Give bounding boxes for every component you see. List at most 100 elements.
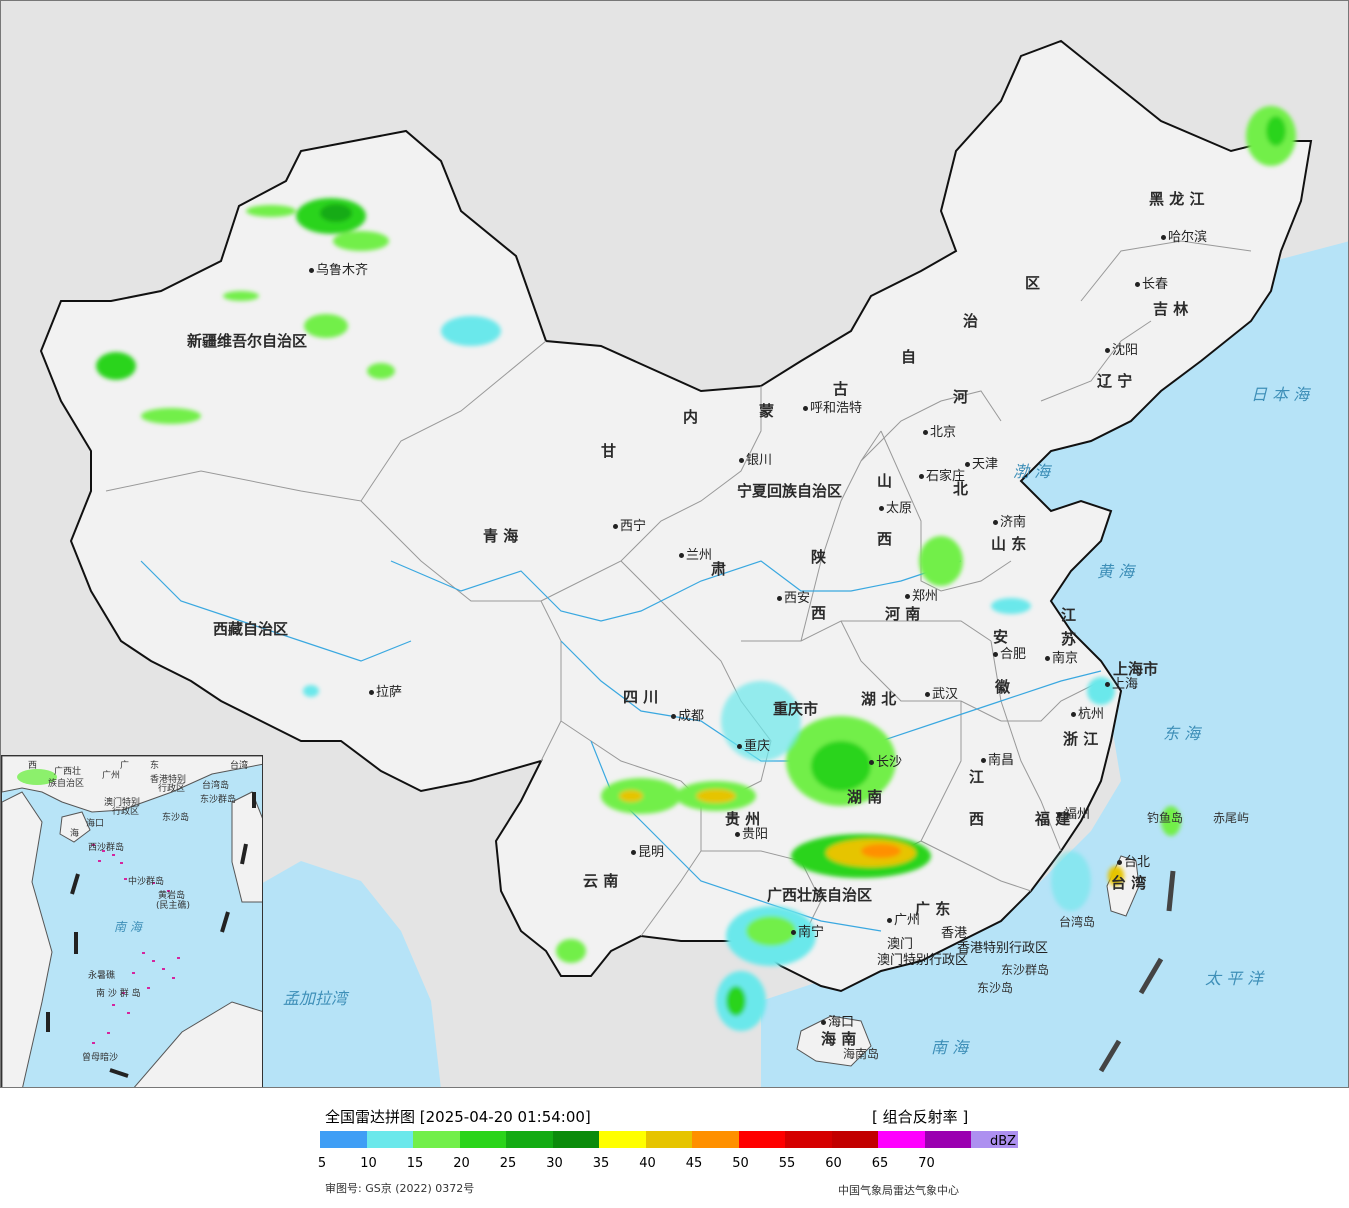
city-marker-icon [1045,656,1050,661]
city-label-text: 台北 [1124,855,1151,870]
city-marker-icon [981,758,986,763]
sea-label: 日 本 海 [1251,387,1309,403]
province-label: 苏 [1061,632,1076,647]
province-label: 黑 龙 江 [1149,192,1204,207]
sea-label-text: 黄 海 [1097,562,1135,581]
city-label: 哈尔滨 [1159,231,1207,244]
city-label: 南昌 [979,754,1014,767]
province-label-text: 西 [877,530,893,548]
legend-tick-label: 45 [685,1156,703,1171]
inset-label: 曾母暗沙 [82,1053,119,1063]
province-label-text: 吉 林 [1153,300,1189,318]
island-label-text: 东沙群岛 [1001,963,1050,977]
city-label-text: 西宁 [620,519,647,534]
province-label-text: 苏 [1061,630,1077,648]
inset-label: (民主礁) [156,901,191,911]
city-label-text: 南宁 [798,925,825,940]
province-label: 重庆市 [773,702,818,717]
province-label-text: 区 [1025,274,1041,292]
inset-label: 东 [150,761,160,771]
sea-label-text: 太 平 洋 [1205,969,1264,988]
province-label-text: 北 [953,480,969,498]
city-label-text: 福州 [1064,807,1091,822]
province-label: 古 [833,382,848,397]
city-label-text: 上海 [1112,677,1139,692]
inset-islands [92,844,180,1044]
legend-tick-label: 25 [499,1156,517,1171]
city-label-text: 郑州 [912,589,939,604]
province-label-text: 宁夏回族自治区 [737,482,843,500]
province-label: 四 川 [623,690,658,705]
inset-label: 东沙岛 [162,813,190,823]
city-label: 杭州 [1069,708,1104,721]
province-label: 甘 [601,444,616,459]
province-label: 湖 南 [847,790,882,805]
region-label: 香港 [941,927,967,940]
province-label-text: 江 [969,768,985,786]
city-label: 上海 [1103,678,1138,691]
city-label-text: 南京 [1052,651,1079,666]
province-label-text: 上海市 [1113,660,1159,678]
city-label: 南京 [1043,652,1078,665]
city-label: 海口 [819,1016,854,1029]
legend-swatch [552,1131,599,1148]
province-label: 辽 宁 [1097,374,1132,389]
province-label: 治 [963,314,978,329]
province-label-text: 西藏自治区 [213,620,289,638]
city-label: 银川 [737,454,772,467]
city-label: 合肥 [991,648,1026,661]
province-label: 肃 [711,562,726,577]
province-label-text: 河 南 [885,605,921,623]
province-label-text: 台 湾 [1111,874,1147,892]
province-label: 云 南 [583,874,618,889]
legend-tick-label: 50 [732,1156,749,1171]
legend-tick-label: 15 [406,1156,424,1171]
sea-boundary-dashes [1098,870,1176,1073]
province-label: 西藏自治区 [213,622,288,637]
inset-label: 族自治区 [48,779,85,789]
legend-tick-label: 65 [871,1156,889,1171]
city-label: 郑州 [903,590,938,603]
inset-graphic [2,756,262,1087]
province-label-text: 江 [1061,606,1077,624]
legend-tick-label: 20 [453,1156,470,1171]
legend-tick-label: 55 [778,1156,796,1171]
city-label-text: 哈尔滨 [1168,230,1208,245]
sea-label: 渤 海 [1013,464,1050,480]
sea-label-text: 东 海 [1163,724,1201,743]
inset-label: 中沙群岛 [128,877,165,887]
south-china-sea-inset: 广东台湾 广州 香港特别 行政区 台湾岛 澳门特别 行政区 东沙群岛 东沙岛 海口海西沙群岛 中沙群… [1,755,263,1087]
city-marker-icon [1161,235,1166,240]
city-marker-icon [631,850,636,855]
province-label: 北 [953,482,968,497]
legend-swatch [971,1131,1018,1148]
radar-echoes [96,106,1296,1031]
city-label-text: 呼和浩特 [810,401,863,416]
province-label: 上海市 [1113,662,1158,677]
province-label-text: 自 [901,348,917,366]
city-label: 拉萨 [367,686,402,699]
city-label: 石家庄 [917,470,965,483]
province-label: 山 [877,474,892,489]
city-label-text: 海口 [828,1015,855,1030]
city-marker-icon [369,690,374,695]
province-label-text: 云 南 [583,872,619,890]
province-label-text: 青 海 [483,527,519,545]
inset-indochina [2,791,53,1087]
city-marker-icon [993,652,998,657]
city-label: 广州 [885,914,920,927]
legend-swatch [320,1131,367,1148]
city-marker-icon [777,596,782,601]
city-label-text: 重庆 [744,739,771,754]
city-label: 乌鲁木齐 [307,264,368,277]
sea-label: 南 海 [931,1040,968,1056]
city-marker-icon [679,553,684,558]
province-label-text: 古 [833,380,849,398]
sea-label-text: 渤 海 [1013,462,1051,481]
legend-swatch [785,1131,832,1148]
city-marker-icon [737,744,742,749]
city-label-text: 长春 [1142,277,1169,292]
province-label-text: 蒙 [759,402,775,420]
province-label-text: 西 [969,810,985,828]
province-label: 内 [683,410,698,425]
